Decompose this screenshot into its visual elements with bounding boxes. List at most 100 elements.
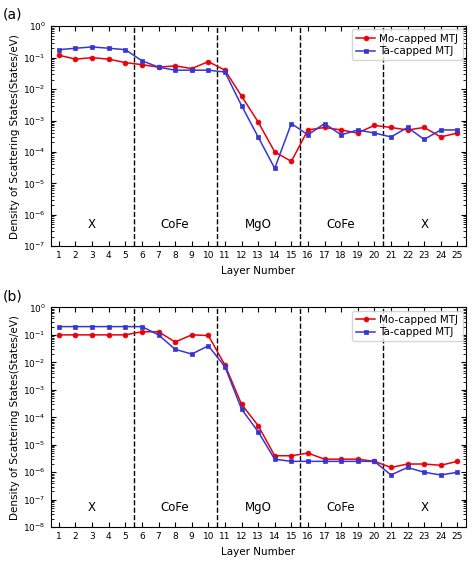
Mo-capped MTJ [272,453,278,459]
Mo-capped MTJ [305,450,311,457]
Text: CoFe: CoFe [327,501,356,514]
Mo-capped MTJ [189,65,194,72]
Ta-capped MTJ [388,133,394,140]
Ta-capped MTJ [289,120,294,127]
Mo-capped MTJ [222,67,228,73]
Mo-capped MTJ [421,124,427,131]
Text: (b): (b) [3,289,23,303]
Mo-capped MTJ [239,401,245,407]
Ta-capped MTJ [255,428,261,435]
Ta-capped MTJ [106,45,111,51]
Ta-capped MTJ [106,323,111,330]
Ta-capped MTJ [139,323,145,330]
Mo-capped MTJ [421,460,427,467]
Ta-capped MTJ [338,132,344,138]
Text: CoFe: CoFe [161,501,190,514]
Ta-capped MTJ [322,458,328,465]
Ta-capped MTJ [239,102,245,109]
Mo-capped MTJ [355,129,361,136]
Ta-capped MTJ [355,127,361,133]
Ta-capped MTJ [405,464,410,471]
Ta-capped MTJ [222,363,228,370]
Ta-capped MTJ [205,342,211,349]
Mo-capped MTJ [338,127,344,133]
Mo-capped MTJ [255,119,261,125]
Ta-capped MTJ [272,165,278,172]
X-axis label: Layer Number: Layer Number [221,547,295,557]
Mo-capped MTJ [106,56,111,63]
Ta-capped MTJ [305,132,311,138]
Y-axis label: Density of Scattering States(States/eV): Density of Scattering States(States/eV) [10,34,20,238]
Mo-capped MTJ [155,328,161,335]
Line: Ta-capped MTJ: Ta-capped MTJ [56,45,460,171]
Legend: Mo-capped MTJ, Ta-capped MTJ: Mo-capped MTJ, Ta-capped MTJ [352,311,463,341]
Mo-capped MTJ [172,63,178,69]
Mo-capped MTJ [139,61,145,68]
Mo-capped MTJ [255,422,261,429]
Mo-capped MTJ [388,124,394,131]
Mo-capped MTJ [73,332,78,338]
Ta-capped MTJ [405,124,410,131]
Ta-capped MTJ [155,64,161,71]
Mo-capped MTJ [205,332,211,339]
Mo-capped MTJ [355,456,361,463]
Mo-capped MTJ [388,464,394,471]
Mo-capped MTJ [89,54,95,61]
Ta-capped MTJ [56,323,62,330]
Text: X: X [88,218,96,231]
Ta-capped MTJ [455,127,460,133]
Ta-capped MTJ [239,406,245,412]
Ta-capped MTJ [139,58,145,64]
Mo-capped MTJ [56,332,62,338]
Ta-capped MTJ [372,458,377,465]
Line: Mo-capped MTJ: Mo-capped MTJ [56,329,460,470]
Ta-capped MTJ [355,458,361,465]
Ta-capped MTJ [155,332,161,338]
Mo-capped MTJ [338,456,344,463]
Mo-capped MTJ [272,149,278,155]
Ta-capped MTJ [89,44,95,50]
Ta-capped MTJ [222,68,228,75]
Mo-capped MTJ [405,460,410,467]
Mo-capped MTJ [455,458,460,465]
Ta-capped MTJ [455,469,460,476]
Ta-capped MTJ [122,46,128,53]
Mo-capped MTJ [438,133,444,140]
Line: Mo-capped MTJ: Mo-capped MTJ [56,53,460,164]
Mo-capped MTJ [73,56,78,63]
Ta-capped MTJ [56,46,62,53]
Text: (a): (a) [3,8,22,22]
Text: MgO: MgO [245,501,272,514]
Mo-capped MTJ [222,362,228,368]
Mo-capped MTJ [438,462,444,468]
Ta-capped MTJ [122,323,128,330]
Mo-capped MTJ [122,332,128,338]
Mo-capped MTJ [322,124,328,131]
Ta-capped MTJ [372,129,377,136]
Ta-capped MTJ [421,469,427,476]
Text: CoFe: CoFe [161,218,190,231]
Ta-capped MTJ [189,351,194,358]
Text: X: X [420,218,428,231]
Mo-capped MTJ [56,52,62,59]
Text: MgO: MgO [245,218,272,231]
Ta-capped MTJ [172,67,178,73]
Mo-capped MTJ [372,122,377,129]
Mo-capped MTJ [372,458,377,465]
Ta-capped MTJ [289,458,294,465]
Mo-capped MTJ [205,58,211,65]
Mo-capped MTJ [405,127,410,133]
Mo-capped MTJ [239,93,245,99]
Legend: Mo-capped MTJ, Ta-capped MTJ: Mo-capped MTJ, Ta-capped MTJ [352,29,463,60]
Text: X: X [88,501,96,514]
Mo-capped MTJ [106,332,111,338]
Ta-capped MTJ [205,67,211,73]
Mo-capped MTJ [172,338,178,345]
Mo-capped MTJ [189,332,194,338]
Line: Ta-capped MTJ: Ta-capped MTJ [56,324,460,477]
Ta-capped MTJ [89,323,95,330]
Ta-capped MTJ [73,323,78,330]
Ta-capped MTJ [172,346,178,353]
Ta-capped MTJ [189,67,194,73]
Mo-capped MTJ [289,453,294,459]
